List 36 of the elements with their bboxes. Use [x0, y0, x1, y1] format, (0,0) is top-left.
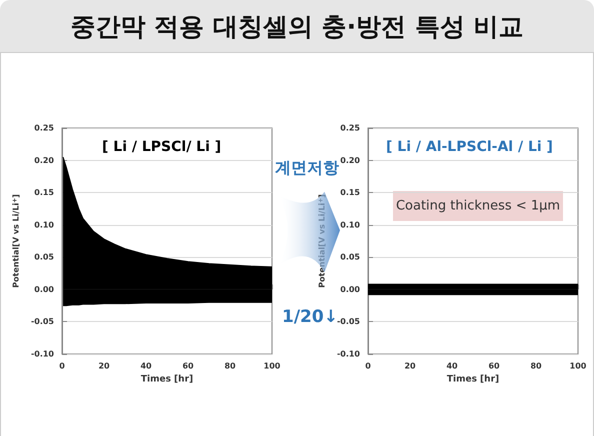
y-tick-label: -0.10: [336, 350, 360, 358]
y-tick-label: 0.05: [34, 252, 54, 262]
y-tick-label: 0.20: [340, 156, 360, 165]
x-tick-label: 60: [488, 362, 500, 370]
x-tick-label: 40: [140, 362, 152, 370]
y-tick-label: 0.10: [34, 220, 54, 230]
annotation: [ Li / LPSCl/ Li ]: [102, 139, 222, 155]
y-tick-label: 0.15: [34, 188, 54, 198]
y-tick-label: 0.20: [34, 156, 54, 165]
x-tick-label: 0: [365, 362, 372, 370]
y-tick-label: 0.25: [34, 124, 54, 132]
text: 1/20↓: [282, 307, 338, 327]
x-axis-title: Times [hr]: [446, 374, 500, 384]
y-tick-label: 0.25: [340, 124, 360, 132]
text: 계면저항: [275, 158, 339, 179]
x-tick-label: 60: [182, 362, 194, 370]
x-tick-label: 40: [446, 362, 458, 370]
y-tick-label: -0.10: [30, 350, 54, 358]
x-tick-label: 20: [98, 362, 110, 370]
y-tick-label: 0.00: [340, 284, 360, 294]
x-tick-label: 100: [264, 362, 281, 370]
y-tick-label: 0.00: [34, 284, 54, 294]
y-tick-label: -0.05: [30, 317, 54, 326]
annotation: [ Li / Al-LPSCl-Al / Li ]: [386, 139, 553, 155]
x-tick-label: 80: [224, 362, 236, 370]
y-tick-label: -0.05: [336, 317, 360, 326]
x-tick-label: 20: [404, 362, 416, 370]
x-tick-label: 100: [570, 362, 587, 370]
x-tick-label: 80: [530, 362, 542, 370]
x-axis-title: Times [hr]: [140, 374, 194, 384]
y-tick-label: 0.15: [340, 188, 360, 198]
chart-title: 중간막 적용 대칭셀의 충·방전 특성 비교: [0, 0, 594, 52]
x-tick-label: 0: [59, 362, 66, 370]
annotation: Coating thickness < 1μm: [396, 198, 560, 214]
y-tick-label: 0.05: [340, 252, 360, 262]
y-tick-label: 0.10: [340, 220, 360, 230]
